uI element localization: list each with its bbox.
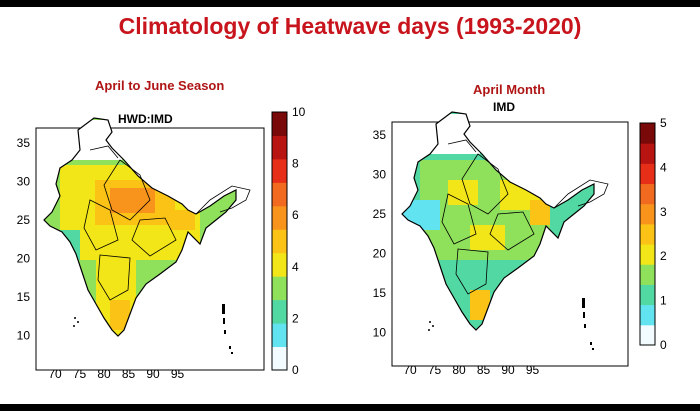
colorbar-tick-label: 6 xyxy=(292,208,299,222)
right-panel-heading: April Month xyxy=(473,82,546,97)
andaman-islands xyxy=(222,304,233,354)
colorbar-segment xyxy=(272,182,287,207)
y-tick-label: 35 xyxy=(17,136,31,150)
colorbar-tick-label: 10 xyxy=(292,105,306,119)
colorbar-tick-label: 0 xyxy=(660,338,667,352)
colorbar-segment xyxy=(640,284,655,306)
colorbar-segment xyxy=(272,112,287,136)
colorbar-frame xyxy=(639,122,656,346)
colorbar-segment xyxy=(640,264,655,285)
colorbar-segment xyxy=(272,276,287,301)
x-tick-label: 80 xyxy=(452,363,466,377)
y-tick-label: 10 xyxy=(17,329,31,343)
left-panel-label: HWD:IMD xyxy=(118,112,173,126)
colorbar-segment xyxy=(640,223,655,245)
colorbar-segment xyxy=(272,229,287,254)
lakshadweep-islands xyxy=(428,321,434,331)
x-tick-label: 75 xyxy=(73,367,87,381)
colorbar-segment xyxy=(272,299,287,324)
lakshadweep-islands xyxy=(73,317,79,327)
x-tick-label: 95 xyxy=(526,363,540,377)
colorbar-segment xyxy=(640,324,655,346)
colorbar-tick-label: 2 xyxy=(292,311,299,325)
x-tick-label: 90 xyxy=(146,367,160,381)
y-tick-label: 30 xyxy=(17,175,31,189)
left-colorbar: 10 8 6 4 2 0 xyxy=(271,105,306,377)
colorbar-segment xyxy=(640,123,655,144)
right-map-panel xyxy=(391,111,629,367)
x-tick-label: 85 xyxy=(122,367,136,381)
y-tick-label: 35 xyxy=(373,128,387,142)
left-panel-heading: April to June Season xyxy=(95,78,225,93)
y-tick-label: 15 xyxy=(373,286,387,300)
left-map-panel xyxy=(35,117,265,371)
colorbar-segment xyxy=(272,158,287,183)
y-tick-label: 30 xyxy=(373,168,387,182)
x-tick-label: 75 xyxy=(428,363,442,377)
x-tick-label: 90 xyxy=(501,363,515,377)
x-tick-label: 80 xyxy=(97,367,111,381)
right-colorbar: 5 4 3 2 1 0 xyxy=(639,116,667,352)
colorbar-frame xyxy=(271,111,288,371)
colorbar-tick-label: 8 xyxy=(292,157,299,171)
left-axis-ticks: 70 75 80 85 90 95 35 30 25 20 15 10 xyxy=(17,136,185,381)
colorbar-segment xyxy=(640,143,655,164)
colorbar-segment xyxy=(640,183,655,205)
colorbar-segment xyxy=(272,205,287,230)
right-panel-label: IMD xyxy=(493,100,515,114)
x-tick-label: 95 xyxy=(171,367,185,381)
colorbar-tick-label: 1 xyxy=(660,294,667,308)
colorbar-segment xyxy=(640,304,655,326)
y-tick-label: 20 xyxy=(373,247,387,261)
colorbar-tick-label: 4 xyxy=(292,260,299,274)
y-tick-label: 25 xyxy=(373,207,387,221)
andaman-islands xyxy=(582,298,594,350)
colorbar-segment xyxy=(272,135,287,160)
right-axis-ticks: 70 75 80 85 90 95 35 30 25 20 15 10 xyxy=(373,128,540,377)
colorbar-segment xyxy=(272,323,287,348)
figure-title: Climatology of Heatwave days (1993-2020) xyxy=(118,13,582,39)
colorbar-tick-label: 5 xyxy=(660,116,667,130)
colorbar-segment xyxy=(640,163,655,185)
y-tick-label: 15 xyxy=(17,290,31,304)
x-tick-label: 70 xyxy=(48,367,62,381)
colorbar-segment xyxy=(272,252,287,277)
colorbar-tick-label: 0 xyxy=(292,363,299,377)
y-tick-label: 10 xyxy=(373,326,387,340)
colorbar-segment xyxy=(640,244,655,265)
colorbar-tick-label: 2 xyxy=(660,249,667,263)
colorbar-segment xyxy=(640,203,655,225)
x-tick-label: 70 xyxy=(403,363,417,377)
colorbar-tick-label: 3 xyxy=(660,205,667,219)
colorbar-segment xyxy=(272,346,287,371)
colorbar-tick-label: 4 xyxy=(660,160,667,174)
y-tick-label: 25 xyxy=(17,213,31,227)
y-tick-label: 20 xyxy=(17,252,31,266)
x-tick-label: 85 xyxy=(477,363,491,377)
